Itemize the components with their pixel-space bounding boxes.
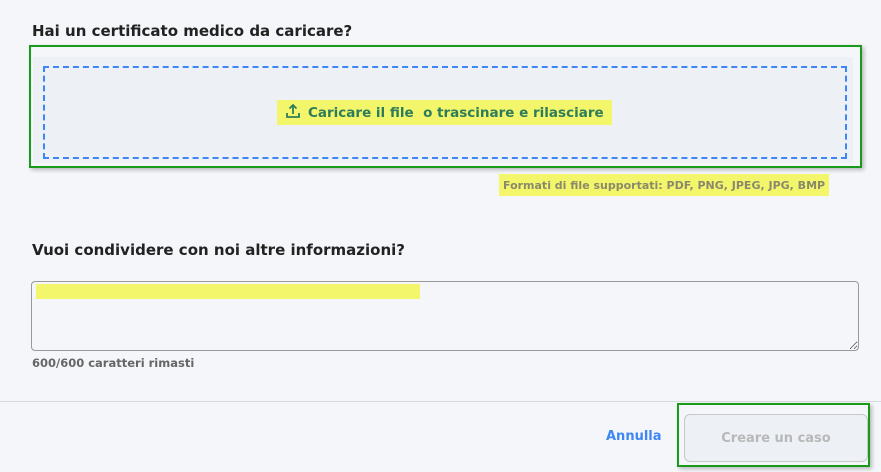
dropzone-highlight-outline xyxy=(29,45,862,168)
cancel-button[interactable]: Annulla xyxy=(606,429,662,444)
char-counter: 600/600 caratteri rimasti xyxy=(32,356,195,370)
certificate-question: Hai un certificato medico da caricare? xyxy=(32,22,353,40)
upload-label: Caricare il file o trascinare e rilascia… xyxy=(308,104,604,121)
create-button-outline xyxy=(677,403,870,467)
dropzone-border xyxy=(43,66,847,159)
footer xyxy=(0,401,881,472)
textarea-highlight xyxy=(36,284,420,299)
upload-file-button[interactable]: Caricare il file o trascinare e rilascia… xyxy=(277,100,612,125)
info-question: Vuoi condividere con noi altre informazi… xyxy=(32,241,405,259)
create-case-button[interactable]: Creare un caso xyxy=(684,414,868,462)
upload-icon xyxy=(285,103,301,123)
supported-formats: Formati di file supportati: PDF, PNG, JP… xyxy=(499,174,830,196)
